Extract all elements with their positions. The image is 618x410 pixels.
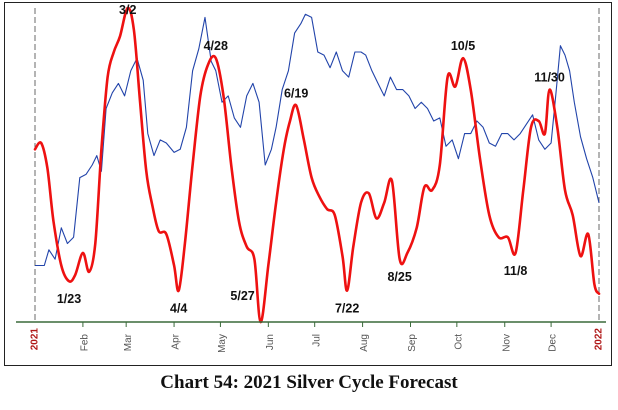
series-line-price — [35, 13, 600, 267]
cycle-date-annotation: 8/25 — [387, 270, 411, 284]
year-label: 2022 — [594, 328, 605, 351]
cycle-date-annotation: 6/19 — [284, 86, 308, 100]
cycle-date-annotation: 4/28 — [204, 39, 228, 53]
cycle-date-annotation: 3/2 — [119, 3, 136, 17]
cycle-date-annotation: 11/8 — [504, 264, 528, 278]
x-tick-label: Sep — [407, 334, 418, 352]
x-tick-label: Dec — [548, 334, 559, 352]
cycle-date-annotation: 11/30 — [534, 71, 565, 85]
x-tick-label: Oct — [453, 334, 464, 350]
x-tick-label: Nov — [501, 334, 512, 352]
cycle-date-annotation: 5/27 — [230, 289, 254, 303]
x-tick-label: Mar — [123, 333, 134, 351]
chart-svg: Feb Mar Apr May Jun Jul Aug Sep Oct Nov Dec 2021 202… — [16, 3, 606, 353]
year-label: 2021 — [30, 328, 41, 351]
chart-frame — [4, 2, 612, 366]
series-line-cycle — [33, 6, 601, 324]
cycle-date-annotation: 10/5 — [451, 39, 475, 53]
cycle-date-annotation: 7/22 — [335, 302, 359, 316]
x-tick-label: May — [217, 334, 228, 353]
chart-caption: Chart 54: 2021 Silver Cycle Forecast — [160, 372, 458, 393]
cycle-date-annotation: 1/23 — [57, 292, 81, 306]
x-tick-label: Feb — [80, 334, 91, 352]
x-tick-label: Apr — [171, 333, 182, 349]
x-tick-label: Jun — [265, 334, 276, 350]
x-tick-label: Jul — [311, 334, 322, 347]
cycle-date-annotation: 4/4 — [170, 302, 187, 316]
x-tick-label: Aug — [359, 334, 370, 352]
